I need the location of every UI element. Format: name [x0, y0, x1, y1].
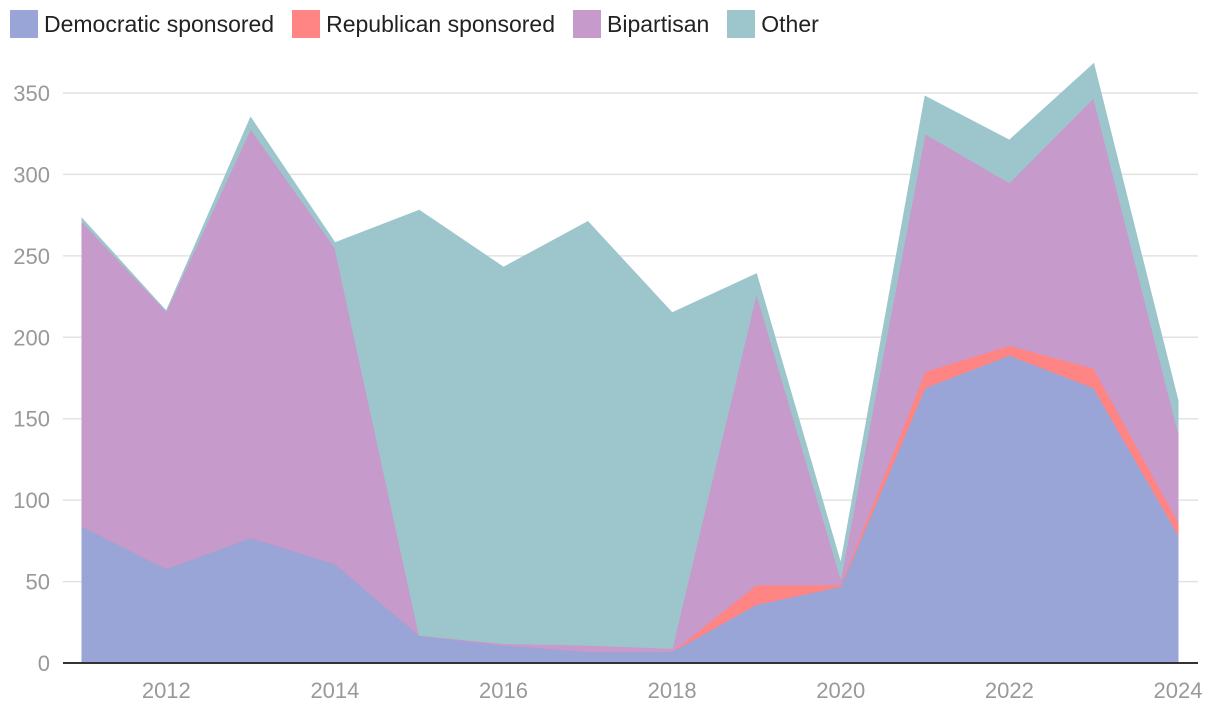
x-tick-label: 2016 — [479, 678, 528, 703]
legend-swatch-republican — [292, 10, 321, 38]
y-tick-label: 300 — [13, 162, 50, 187]
axis-layer: 0 50 100 150 200 250 300 350 2012 2014 2… — [13, 81, 1202, 703]
legend-item-bipartisan: Bipartisan — [573, 10, 709, 38]
y-tick-label: 50 — [26, 570, 50, 595]
legend-item-democratic: Democratic sponsored — [10, 10, 274, 38]
legend-label-other: Other — [761, 10, 819, 37]
x-tick-label: 2020 — [816, 678, 865, 703]
x-tick-label: 2014 — [310, 678, 359, 703]
area-series-other — [81, 62, 1179, 649]
legend: Democratic sponsored Republican sponsore… — [10, 10, 837, 38]
y-tick-label: 350 — [13, 81, 50, 106]
area-layer — [81, 62, 1179, 664]
legend-swatch-other — [727, 10, 756, 38]
y-tick-label: 150 — [13, 407, 50, 432]
legend-label-republican: Republican sponsored — [326, 10, 555, 37]
legend-swatch-democratic — [10, 10, 38, 38]
x-tick-label: 2012 — [142, 678, 191, 703]
legend-item-other: Other — [727, 10, 819, 38]
legend-swatch-bipartisan — [573, 10, 601, 38]
legend-label-democratic: Democratic sponsored — [44, 10, 275, 37]
y-tick-label: 250 — [13, 244, 50, 269]
x-tick-label: 2018 — [648, 678, 697, 703]
legend-item-republican: Republican sponsored — [292, 10, 555, 38]
x-tick-label: 2022 — [985, 678, 1034, 703]
y-tick-label: 100 — [13, 488, 50, 513]
y-tick-label: 0 — [38, 651, 50, 676]
y-tick-label: 200 — [13, 325, 50, 350]
x-tick-label: 2024 — [1154, 678, 1203, 703]
legend-label-bipartisan: Bipartisan — [607, 10, 710, 37]
